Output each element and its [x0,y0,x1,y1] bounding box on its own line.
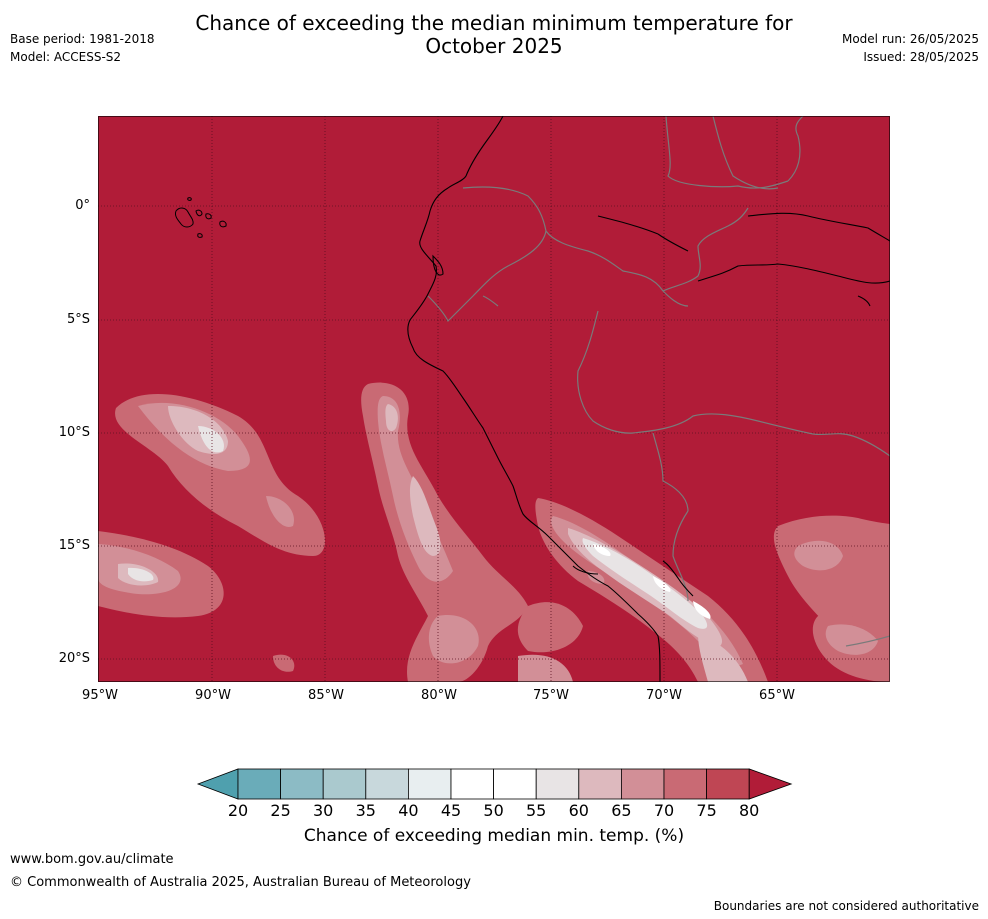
colorbar-cell [620,768,665,800]
colorbar-cell [365,768,409,800]
colorbar-cell [493,768,537,800]
colorbar-arrow-low [196,768,239,800]
colorbar-tick-label: 60 [568,801,589,820]
colorbar-cell [706,768,750,800]
colorbar-cell [237,768,281,800]
lon-label-95w: 95°W [82,688,118,703]
forecast-map [98,116,890,682]
source-url: www.bom.gov.au/climate [10,852,174,867]
base-period: Base period: 1981-2018 [10,32,155,46]
colorbar-tick-label: 30 [313,801,334,820]
meta-right: Model run: 26/05/2025 Issued: 28/05/2025 [842,30,979,66]
colorbar-tick-label: 55 [526,801,547,820]
model-run: Model run: 26/05/2025 [841,32,979,46]
colorbar-cell [407,768,452,800]
map-frame [98,116,890,682]
colorbar-tick-label: 70 [653,801,675,820]
colorbar-tick-label: 20 [227,801,249,820]
probability-blob-andes [535,498,768,682]
lon-label-75w: 75°W [533,688,569,703]
probability-blob-west [98,394,326,618]
colorbar-tick-label: 40 [398,801,419,820]
model-name: Model: ACCESS-S2 [10,50,122,64]
lon-label-80w: 80°W [421,688,457,703]
colorbar-cell [663,768,707,800]
title-line-1: Chance of exceeding the median minimum t… [195,11,793,35]
colorbar-arrow-high [748,768,793,800]
chart-title: Chance of exceeding the median minimum t… [0,12,988,58]
colorbar [196,768,793,800]
lon-label-70w: 70°W [646,688,682,703]
lon-label-85w: 85°W [308,688,344,703]
colorbar-tick-label: 65 [611,801,632,820]
probability-blob-central [273,382,583,682]
lat-label-5s: 5°S [66,312,90,327]
coastlines [407,116,890,682]
probability-blob-east [773,515,890,682]
boundary-disclaimer: Boundaries are not considered authoritat… [713,899,979,913]
colorbar-tick-label: 50 [483,801,504,820]
map-gridlines [98,116,890,682]
lon-label-65w: 65°W [759,688,795,703]
colorbar-tick-label: 35 [355,801,376,820]
colorbar-cell [450,768,494,800]
galapagos-islands [175,197,227,238]
lat-label-15s: 15°S [58,538,90,553]
copyright-notice: © Commonwealth of Australia 2025, Austra… [10,875,471,890]
lon-label-90w: 90°W [195,688,231,703]
lat-label-10s: 10°S [58,425,90,440]
colorbar-tick-label: 25 [270,801,291,820]
colorbar-tick-label: 45 [440,801,462,820]
lat-label-0: 0° [75,198,90,213]
colorbar-cell [578,768,622,800]
lat-label-20s: 20°S [58,651,90,666]
colorbar-tick-label: 75 [696,801,717,820]
colorbar-label: Chance of exceeding median min. temp. (%… [303,826,685,846]
colorbar-cell [535,768,580,800]
meta-left: Base period: 1981-2018 Model: ACCESS-S2 [10,30,155,66]
colorbar-cell [280,768,324,800]
colorbar-tick-label: 80 [739,801,760,820]
colorbar-cell [322,768,367,800]
issued-date: Issued: 28/05/2025 [863,50,979,64]
title-line-2: October 2025 [425,34,563,58]
